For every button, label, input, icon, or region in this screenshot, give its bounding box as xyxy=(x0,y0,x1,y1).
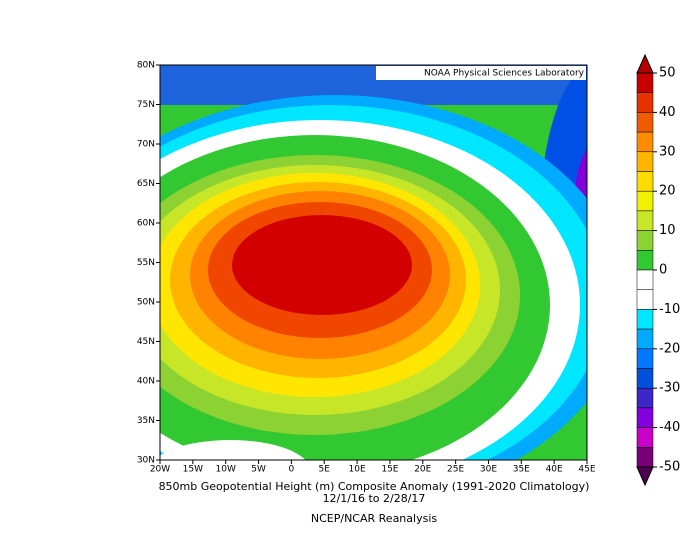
lat-tick-label: 45N xyxy=(137,337,155,347)
lon-tick-label: 20E xyxy=(414,465,431,475)
colorbar-label: 20 xyxy=(659,184,676,199)
colorbar-swatch xyxy=(636,387,654,409)
lat-tick-label: 80N xyxy=(137,61,155,71)
colorbar-label: 40 xyxy=(659,105,676,120)
colorbar-swatch xyxy=(636,92,654,113)
credit-box xyxy=(376,66,586,80)
colorbar-swatch xyxy=(636,309,654,330)
lat-tick-label: 50N xyxy=(137,298,155,308)
lon-tick-label: 15E xyxy=(381,465,398,475)
lon-tick-label: 25E xyxy=(447,465,464,475)
lon-tick-label: 10W xyxy=(216,465,236,475)
colorbar-label: -30 xyxy=(659,381,680,396)
colorbar-arrow xyxy=(636,53,654,74)
lon-tick-label: 5W xyxy=(251,465,266,475)
credit: NOAA Physical Sciences Laboratory xyxy=(424,69,585,79)
lat-tick-label: 75N xyxy=(137,100,155,110)
colorbar-swatch xyxy=(636,230,654,251)
colorbar-swatch xyxy=(636,72,654,93)
lat-tick-label: 35N xyxy=(137,416,155,426)
lon-tick-label: 10E xyxy=(349,465,366,475)
lon-tick-label: 40E xyxy=(546,465,563,475)
title-line: NCEP/NCAR Reanalysis xyxy=(311,512,437,525)
colorbar-swatch xyxy=(636,427,654,448)
colorbar-label: 30 xyxy=(659,144,676,159)
lon-tick-label: 5E xyxy=(319,465,331,475)
colorbar-swatch xyxy=(636,210,654,231)
colorbar-label: 0 xyxy=(659,263,667,278)
title-line: 850mb Geopotential Height (m) Composite … xyxy=(159,480,590,493)
colorbar-swatch xyxy=(636,328,654,350)
lon-tick-label: 30E xyxy=(480,465,497,475)
lat-tick-label: 40N xyxy=(137,377,155,387)
title-line: 12/1/16 to 2/28/17 xyxy=(323,492,426,505)
lat-tick-label: 70N xyxy=(137,140,155,150)
colorbar-swatch xyxy=(636,131,654,153)
colorbar-label: -10 xyxy=(659,302,680,317)
colorbar-swatch xyxy=(636,289,654,310)
colorbar-swatch xyxy=(636,151,654,172)
colorbar-swatch xyxy=(636,190,654,212)
colorbar-swatch xyxy=(636,112,654,133)
colorbar-label: 50 xyxy=(659,66,676,81)
colorbar-arrow xyxy=(636,466,654,487)
lat-tick-label: 55N xyxy=(137,258,155,268)
colorbar-label: -20 xyxy=(659,341,680,356)
colorbar-swatch xyxy=(636,250,654,271)
colorbar-swatch xyxy=(636,171,654,192)
colorbar-swatch xyxy=(636,348,654,369)
colorbar-swatch xyxy=(636,269,654,290)
colorbar-label: -50 xyxy=(659,460,680,475)
colorbar-swatch xyxy=(636,407,654,428)
colorbar: 50 40 30 20 10 0 -10 -20 -30 -40 -50 xyxy=(636,53,680,487)
lat-tick-label: 30N xyxy=(137,456,155,466)
lon-tick-label: 0 xyxy=(289,465,295,475)
lat-tick-label: 60N xyxy=(137,219,155,229)
lon-tick-label: 20W xyxy=(150,465,170,475)
lon-tick-label: 35E xyxy=(513,465,530,475)
anomaly-field xyxy=(160,65,587,460)
colorbar-swatch xyxy=(636,447,654,468)
colorbar-label: -40 xyxy=(659,420,680,435)
colorbar-swatch xyxy=(636,368,654,389)
lon-tick-label: 45E xyxy=(578,465,595,475)
colorbar-label: 10 xyxy=(659,223,676,238)
lon-tick-label: 15W xyxy=(183,465,203,475)
lat-tick-label: 65N xyxy=(137,179,155,189)
